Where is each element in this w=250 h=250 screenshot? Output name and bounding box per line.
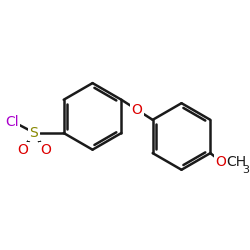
Text: S: S [30,126,38,140]
Text: O: O [40,143,51,157]
Text: 3: 3 [242,164,249,174]
Text: CH: CH [227,155,247,169]
Text: Cl: Cl [5,114,19,128]
Text: O: O [17,143,28,157]
Text: O: O [215,155,226,169]
Text: O: O [132,103,142,117]
